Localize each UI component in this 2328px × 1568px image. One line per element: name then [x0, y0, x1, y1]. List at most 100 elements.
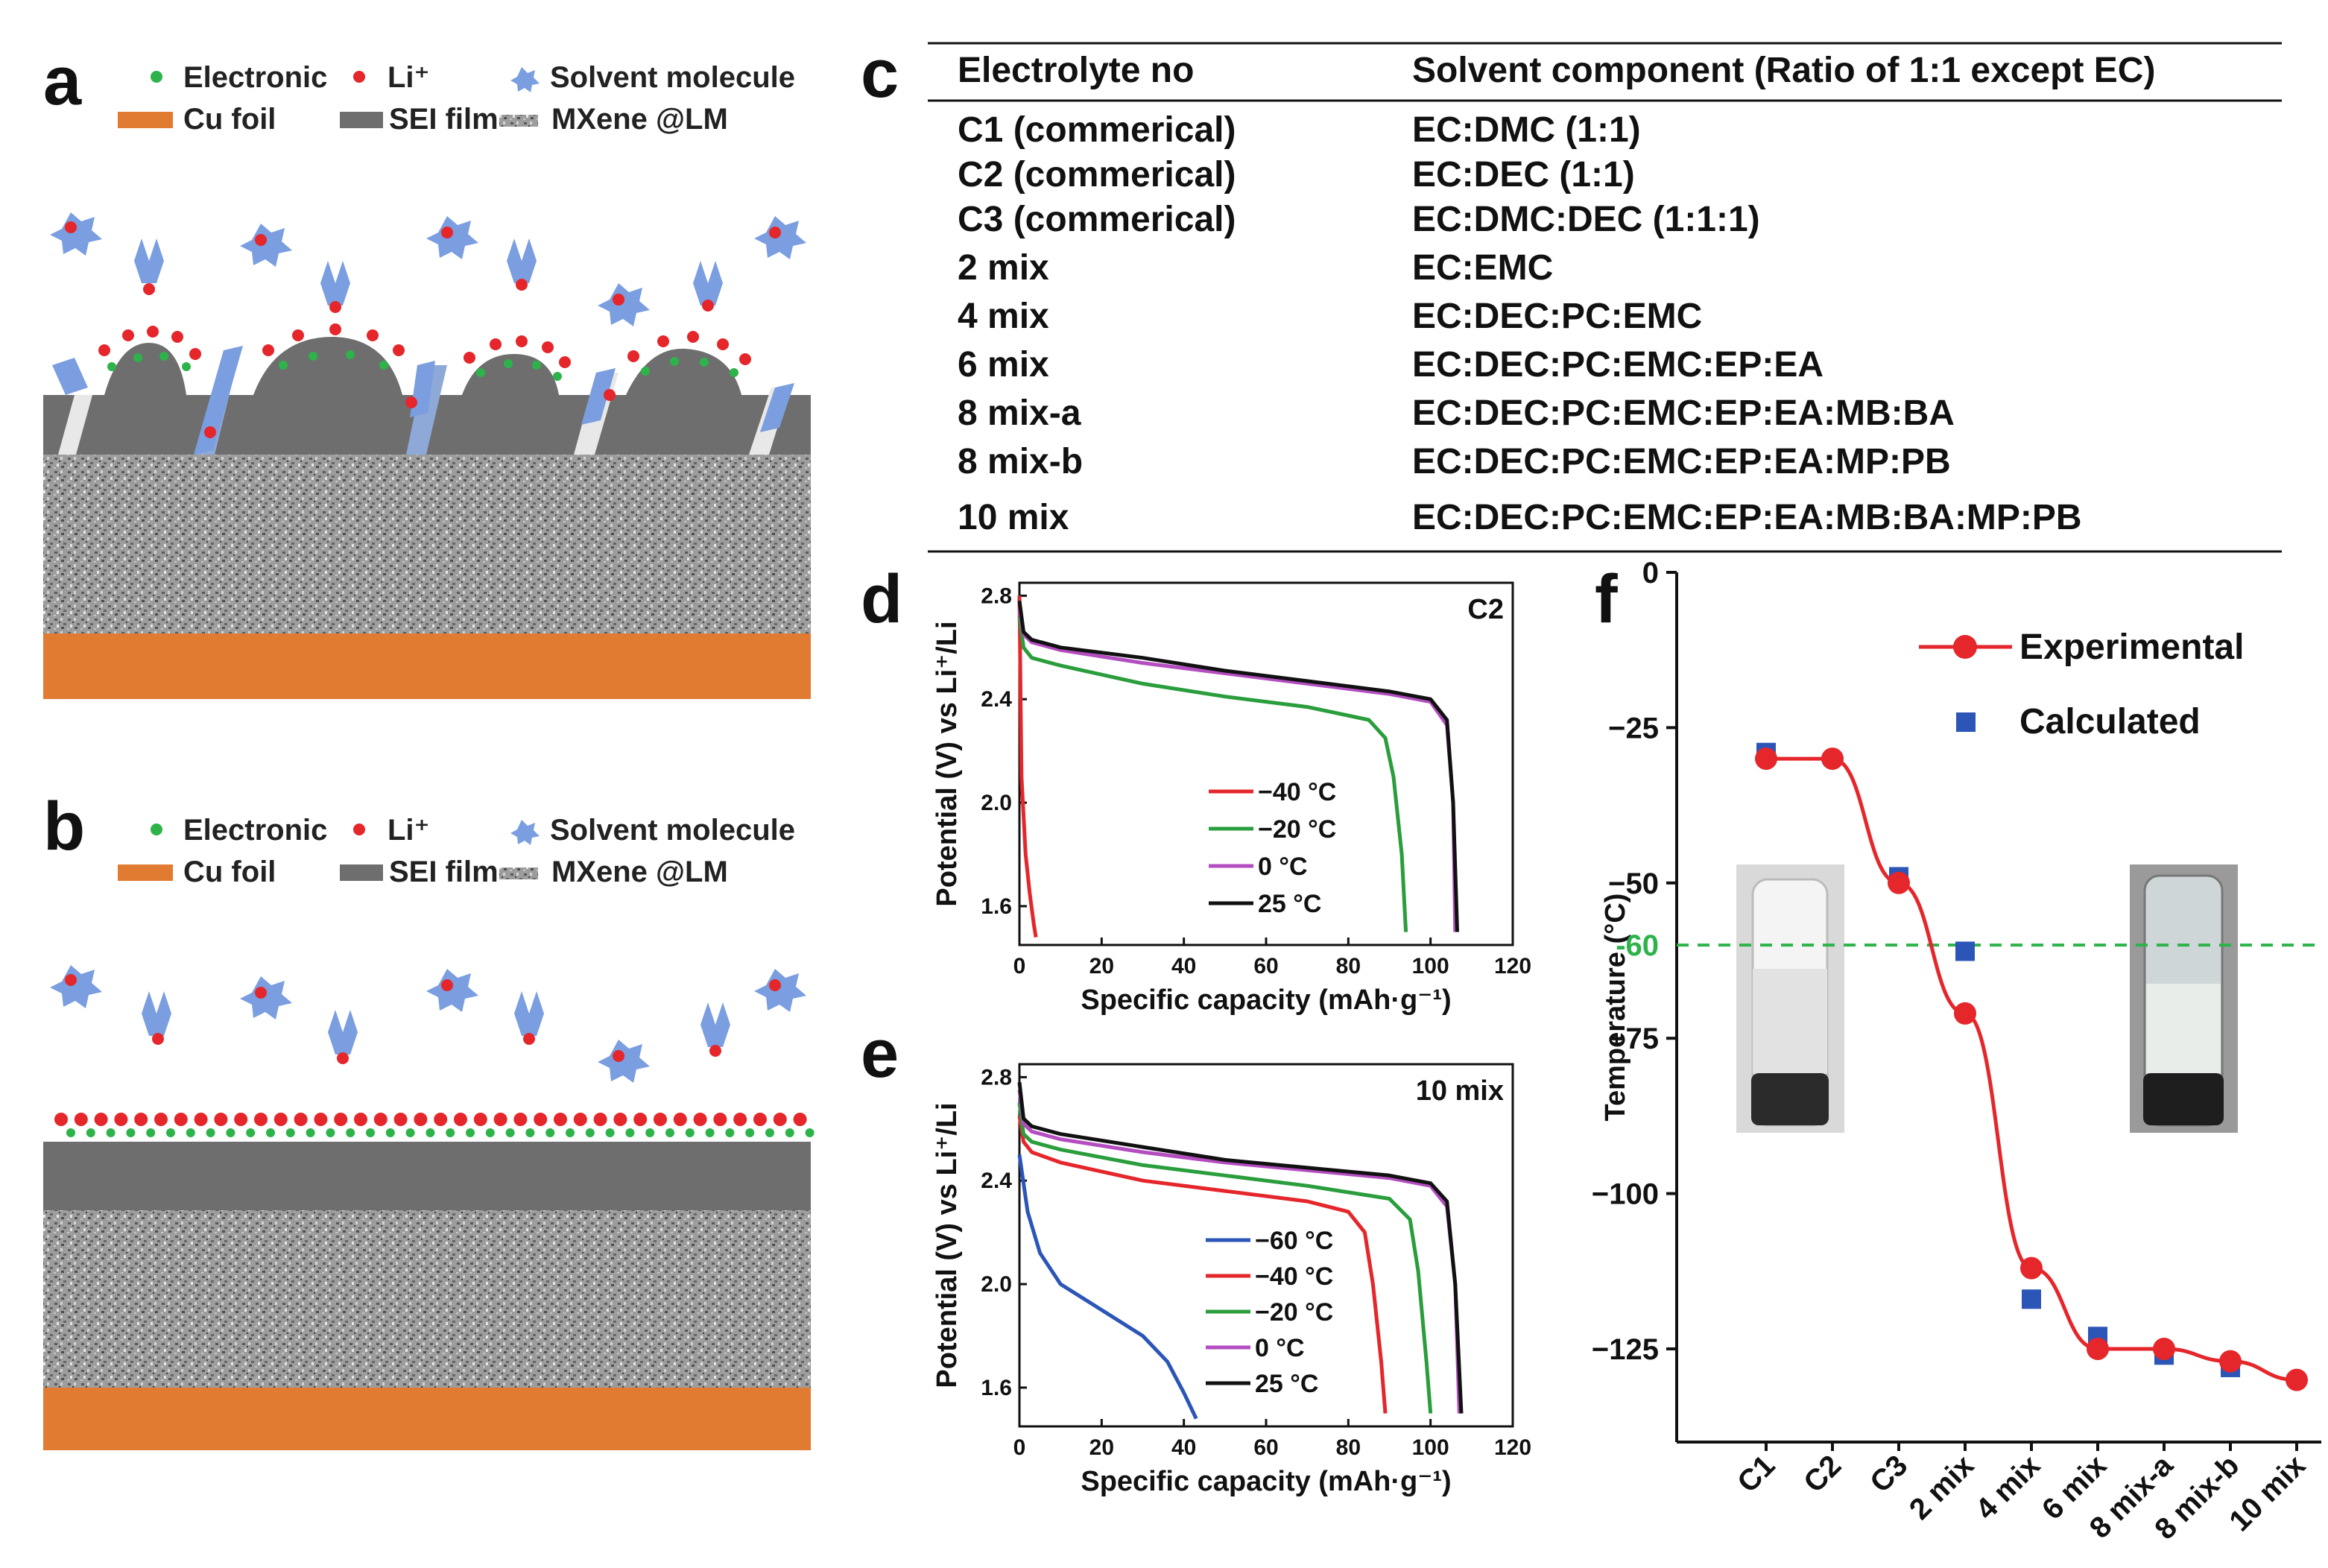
x-tick-label: 120 — [1494, 1435, 1531, 1460]
dendrite-bump — [253, 336, 402, 395]
table-row: C3 (commerical) EC:DMC:DEC (1:1:1) — [958, 200, 1760, 239]
li-dot — [493, 1113, 507, 1126]
electronic-dot — [545, 1128, 555, 1137]
li-dot — [314, 1113, 328, 1126]
electronic-dot — [725, 1128, 735, 1137]
calculated-point — [1955, 941, 1975, 961]
y-tick-label: −50 — [1608, 867, 1659, 900]
y-tick-label: −25 — [1608, 712, 1659, 745]
x-tick-label: 100 — [1412, 954, 1449, 979]
panel-a-label: a — [43, 43, 82, 119]
li-dot — [673, 1113, 687, 1126]
li-dot — [94, 1113, 108, 1126]
legend-marker-experimental — [1953, 635, 1977, 659]
electronic-dot — [246, 1128, 256, 1137]
li-dot — [273, 1113, 288, 1126]
solvent-cell: EC:DMC (1:1) — [1412, 110, 1641, 150]
li-dot-icon — [353, 823, 365, 835]
electronic-dot — [625, 1128, 635, 1137]
table-header-electrolyte: Electrolyte no — [958, 51, 1194, 90]
y-tick-label: 2.4 — [981, 1169, 1012, 1193]
li-dot — [174, 1113, 188, 1126]
li-dot — [254, 1113, 268, 1126]
series-line — [1017, 616, 1408, 932]
electronic-dot — [525, 1128, 535, 1137]
sei-film-layer — [43, 1142, 811, 1210]
electrolyte-cell: 8 mix-a — [958, 393, 1081, 433]
panel-c: c Electrolyte no Solvent component (Rati… — [861, 36, 2282, 553]
electronic-dot — [665, 1128, 674, 1137]
series-line — [1017, 1116, 1388, 1414]
legend-cu-label: Cu foil — [183, 103, 276, 136]
y-tick-label: 0 — [1642, 557, 1659, 589]
chart-title: 10 mix — [1416, 1075, 1504, 1107]
electronic-dot-icon — [151, 823, 162, 835]
x-axis-title: Specific capacity (mAh·g⁻¹) — [1081, 984, 1451, 1016]
vial-photo-left — [1736, 864, 1844, 1133]
li-dot — [654, 1113, 667, 1126]
y-tick-label: 2.8 — [981, 584, 1012, 608]
experimental-point — [2219, 1350, 2242, 1373]
li-dot — [554, 1113, 567, 1126]
table-body: C1 (commerical) EC:DMC (1:1) C2 (commerica… — [958, 110, 2082, 537]
panel-b: b Electronic Li⁺ Solvent molecule Cu foi… — [43, 788, 815, 1450]
solvent-cell: EC:EMC — [1412, 248, 1553, 288]
x-axis-title: Specific capacity (mAh·g⁻¹) — [1081, 1466, 1451, 1497]
panel-d-label: d — [861, 561, 902, 637]
experimental-point — [2087, 1337, 2109, 1360]
table-row: 10 mix EC:DEC:PC:EMC:EP:EA:MB:BA:MP:PB — [958, 498, 2082, 537]
y-tick-label: 2.4 — [981, 687, 1012, 712]
li-dot — [334, 1113, 348, 1126]
li-dot — [134, 1113, 148, 1126]
experimental-point — [2020, 1256, 2043, 1280]
panel-a-legend: Electronic Li⁺ Solvent molecule Cu foil … — [118, 61, 795, 136]
electronic-dot — [86, 1128, 95, 1137]
li-dot — [294, 1113, 308, 1126]
li-dot — [54, 1113, 68, 1126]
electrolyte-cell: 2 mix — [958, 248, 1049, 288]
table-row: C2 (commerical) EC:DEC (1:1) — [958, 155, 1635, 195]
x-tick-label: 100 — [1412, 1435, 1449, 1460]
legend-sei-label: SEI film — [389, 103, 499, 136]
electrolyte-cell: 4 mix — [958, 297, 1049, 336]
li-dot — [593, 1113, 607, 1126]
electronic-dot — [306, 1128, 315, 1137]
experimental-point — [1755, 747, 1777, 771]
table-row: 4 mix EC:DEC:PC:EMC — [958, 297, 1702, 336]
dendrite-bump — [626, 348, 741, 395]
electronic-dot — [346, 1128, 355, 1137]
y-tick-label: 1.6 — [981, 1376, 1012, 1400]
electronic-dot — [505, 1128, 515, 1137]
panel-a-illustration — [43, 212, 811, 699]
vial-photo-right — [2130, 864, 2238, 1133]
li-dot — [534, 1113, 548, 1126]
legend-label: 25 °C — [1258, 890, 1321, 918]
experimental-point — [2153, 1337, 2175, 1360]
cu-foil-layer — [43, 1388, 811, 1450]
li-dot — [573, 1113, 587, 1126]
li-dot — [234, 1113, 248, 1126]
legend-mxene-label: MXene @LM — [551, 856, 728, 888]
electrolyte-cell: C1 (commerical) — [958, 110, 1236, 150]
electronic-dot — [226, 1128, 235, 1137]
solvent-molecule-icon — [510, 820, 540, 845]
series-line — [1017, 608, 1458, 932]
chart-title: C2 — [1467, 594, 1504, 625]
series-line — [1017, 1154, 1198, 1420]
legend-label-calculated: Calculated — [2019, 702, 2201, 742]
panel-a: a Electronic Li⁺ Solvent molecule Cu foi… — [43, 43, 811, 699]
legend-sei-label: SEI film — [389, 856, 499, 888]
table-row: 2 mix EC:EMC — [958, 248, 1553, 288]
x-tick-label: C1 — [1731, 1449, 1781, 1499]
li-dot — [74, 1113, 88, 1126]
li-dot-icon — [353, 71, 365, 83]
panel-f: f 0 −25 −50 −75 −100 −125 Temperature (°C)-60 C… — [1592, 557, 2321, 1546]
electronic-dot — [106, 1128, 116, 1137]
mxene-swatch — [499, 867, 538, 879]
legend-label: −20 °C — [1258, 815, 1336, 844]
electrolyte-cell: 6 mix — [958, 345, 1049, 385]
sei-film-swatch — [340, 112, 383, 128]
x-tick-label: 40 — [1171, 954, 1196, 979]
y-tick-label: −75 — [1608, 1022, 1659, 1055]
experimental-point — [1821, 747, 1844, 771]
